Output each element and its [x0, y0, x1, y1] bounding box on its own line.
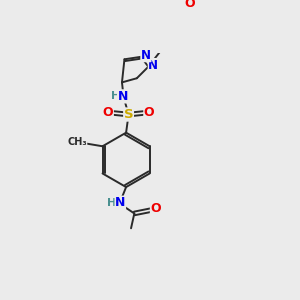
Text: N: N: [115, 196, 125, 209]
Text: N: N: [148, 58, 158, 72]
Text: CH₃: CH₃: [67, 137, 87, 147]
Text: N: N: [141, 49, 151, 62]
Text: H: H: [107, 198, 117, 208]
Text: O: O: [184, 0, 195, 10]
Text: O: O: [103, 106, 113, 118]
Text: S: S: [124, 108, 134, 121]
Text: O: O: [144, 106, 154, 118]
Text: N: N: [118, 90, 128, 103]
Text: H: H: [111, 92, 120, 101]
Text: O: O: [151, 202, 161, 215]
